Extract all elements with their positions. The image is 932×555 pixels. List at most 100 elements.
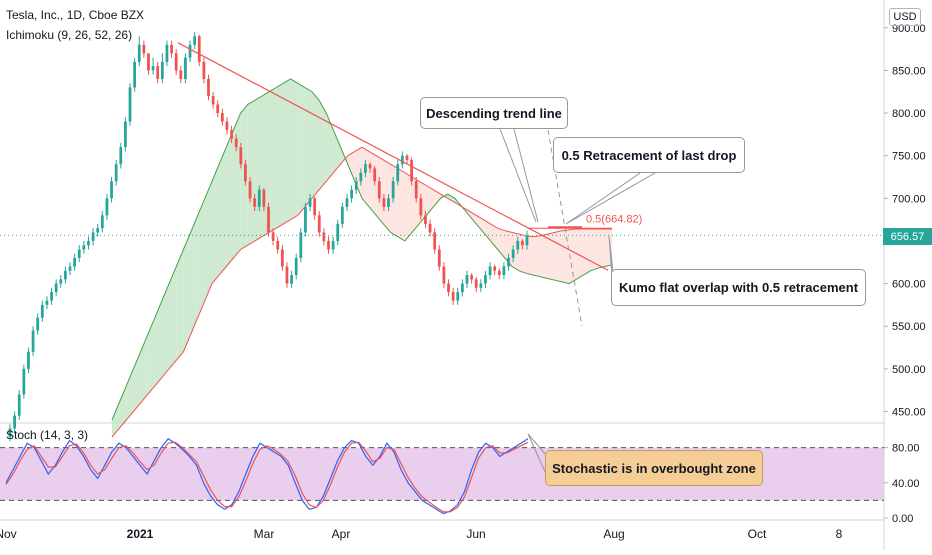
candle-body <box>304 206 307 233</box>
cloud-segment <box>219 147 227 276</box>
cloud-segment <box>533 235 541 277</box>
candle-body <box>428 223 432 233</box>
candle-body <box>64 270 67 280</box>
stoch-k-line <box>5 438 529 515</box>
retracement-callout-pointer <box>565 172 656 225</box>
candle-body <box>479 283 483 288</box>
candle-body <box>456 292 460 301</box>
candle-body <box>410 159 413 182</box>
cloud-segment <box>347 151 355 182</box>
cloud-segment <box>290 78 298 220</box>
candle-body <box>68 266 72 271</box>
cloud-segment <box>283 78 291 224</box>
candle-body <box>308 198 312 207</box>
candle-body <box>248 181 252 199</box>
callout-stochastic: Stochastic is in overbought zone <box>545 450 763 486</box>
time-tick-label: Mar <box>254 527 275 541</box>
candle-body <box>156 66 160 79</box>
cloud-segment <box>169 266 177 369</box>
indicator-label: Ichimoku (9, 26, 52, 26) <box>6 28 133 42</box>
cloud-segment <box>583 229 591 276</box>
candle-body <box>520 240 524 246</box>
cloud-segment <box>147 317 155 395</box>
cloud-segment <box>326 113 334 182</box>
descending-trend-line <box>177 42 609 271</box>
price-tick-label: 750.00 <box>892 151 926 163</box>
candle-body <box>216 104 220 114</box>
cloud-segment <box>183 232 191 352</box>
candle-body <box>22 368 26 395</box>
candle-body <box>27 351 30 369</box>
candle-body <box>497 270 501 276</box>
time-tick-label: Aug <box>603 527 624 541</box>
candle-body <box>114 164 118 182</box>
candle-body <box>17 394 21 416</box>
candle-body <box>317 215 321 233</box>
candle-body <box>345 198 349 207</box>
candle-body <box>119 147 123 165</box>
cloud-segment <box>490 223 498 250</box>
cloud-segment <box>140 334 148 403</box>
cloud-segment <box>226 130 234 267</box>
cloud-segment <box>569 229 577 284</box>
cloud-segment <box>547 232 555 281</box>
candle-body <box>124 121 127 148</box>
candle-body <box>299 232 303 258</box>
time-tick-label: 2021 <box>127 527 154 541</box>
last-price-tag: 656.57 <box>883 228 932 245</box>
cloud-segment <box>554 230 562 282</box>
cloud-segment <box>297 83 305 216</box>
candle-body <box>207 78 210 96</box>
stoch-callout-pointer <box>527 433 548 477</box>
candle-body <box>313 198 317 216</box>
candle-body <box>82 245 86 250</box>
candle-body <box>174 53 178 71</box>
candle-body <box>267 206 270 233</box>
chart-title: Tesla, Inc., 1D, Cboe BZX <box>6 8 145 22</box>
candle-body <box>442 266 446 284</box>
candle-body <box>142 44 146 54</box>
candle-body <box>382 198 386 207</box>
cloud-segment <box>433 189 441 207</box>
candle-body <box>502 266 506 276</box>
candle-body <box>202 61 206 79</box>
candle-body <box>137 44 141 62</box>
candle-body <box>400 155 404 165</box>
cloud-segment <box>369 151 377 216</box>
candle-body <box>484 275 487 284</box>
cloud-segment <box>269 87 277 233</box>
candle-body <box>368 164 372 169</box>
callout-retracement: 0.5 Retracement of last drop <box>553 137 745 173</box>
candle-body <box>285 266 289 284</box>
candle-body <box>294 258 298 276</box>
currency-badge[interactable]: USD <box>889 8 921 26</box>
candle-body <box>433 232 437 250</box>
candle-body <box>8 428 12 438</box>
candle-body <box>271 232 275 241</box>
cloud-segment <box>476 215 484 233</box>
stoch-tick-label: 80.00 <box>892 443 920 455</box>
candle-body <box>474 279 478 288</box>
cloud-segment <box>383 159 391 233</box>
candle-body <box>77 249 81 258</box>
cloud-segment <box>519 234 527 274</box>
candle-body <box>211 96 215 105</box>
time-tick-label: Apr <box>332 527 351 541</box>
cloud-segment <box>233 113 241 258</box>
candle-body <box>387 198 390 207</box>
candle-body <box>322 232 326 241</box>
candle-body <box>511 249 515 258</box>
candle-body <box>424 215 427 224</box>
candle-body <box>179 70 183 79</box>
time-tick-label: Nov <box>0 527 17 541</box>
candle-body <box>193 36 197 45</box>
candle-body <box>31 330 35 352</box>
price-tick-label: 450.00 <box>892 406 926 418</box>
price-tick-label: 850.00 <box>892 65 926 77</box>
stoch-label: Stoch (14, 3, 3) <box>6 428 89 442</box>
cloud-segment <box>212 164 220 284</box>
stoch-tick-label: 0.00 <box>892 513 913 525</box>
time-tick-label: Jun <box>466 527 485 541</box>
candle-body <box>350 189 353 199</box>
